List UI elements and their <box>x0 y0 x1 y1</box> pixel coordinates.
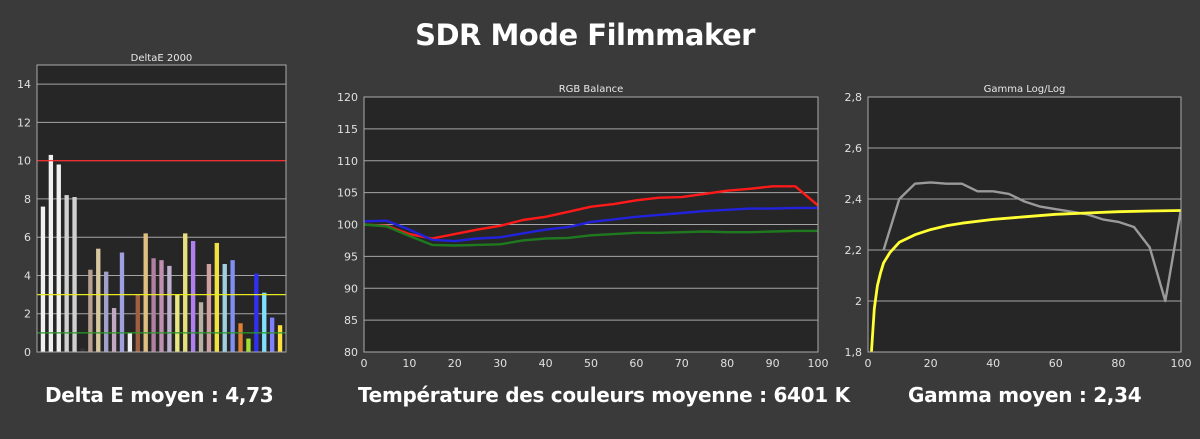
x-tick-label: 0 <box>865 357 872 370</box>
bar <box>96 248 101 352</box>
x-tick-label: 50 <box>584 357 598 370</box>
bar <box>206 263 212 352</box>
x-tick-label: 10 <box>402 357 416 370</box>
series-line-gray <box>882 181 1181 303</box>
bar <box>222 263 227 352</box>
bar <box>246 338 251 352</box>
y-tick-label: 80 <box>344 346 358 359</box>
bar <box>40 206 46 352</box>
y-tick-label: 2 <box>24 308 31 321</box>
color-temperature-caption: Température des couleurs moyenne : 6401 … <box>358 383 850 407</box>
y-tick-label: 12 <box>17 116 31 129</box>
x-tick-label: 20 <box>924 357 938 370</box>
bar <box>198 302 204 352</box>
y-tick-label: 100 <box>337 219 358 232</box>
bar <box>127 332 133 352</box>
rgb-balance-chart: RGB Balance 80 85 90 95 100 105 110 115 120 0 10 20 3… <box>337 84 829 370</box>
x-tick-label: 40 <box>539 357 553 370</box>
bar <box>277 325 283 352</box>
bar <box>111 307 117 352</box>
series-line-green <box>363 223 818 247</box>
bar <box>262 292 267 352</box>
x-tick-label: 100 <box>1171 357 1192 370</box>
y-tick-label: 14 <box>17 78 31 91</box>
page-title: SDR Mode Filmmaker <box>415 18 755 52</box>
plot-area <box>868 97 1181 352</box>
y-tick-label: 105 <box>337 187 358 200</box>
y-tick-label: 1,8 <box>845 346 863 359</box>
y-tick-label: 120 <box>337 91 358 104</box>
y-tick-label: 6 <box>24 231 31 244</box>
y-tick-label: 2,6 <box>845 142 863 155</box>
bar <box>175 294 180 352</box>
y-tick-label: 85 <box>344 314 358 327</box>
y-tick-label: 2,8 <box>845 91 863 104</box>
plot-border <box>867 96 1182 353</box>
chart-title: DeltaE 2000 <box>131 53 193 64</box>
bar <box>214 242 219 352</box>
y-tick-label: 10 <box>17 155 31 168</box>
series-line-blue <box>363 206 818 243</box>
y-tick-label: 90 <box>344 282 358 295</box>
chart-title: Gamma Log/Log <box>984 84 1066 95</box>
bar <box>104 271 109 352</box>
bar <box>230 260 235 352</box>
x-tick-label: 90 <box>766 357 780 370</box>
x-tick-label: 80 <box>720 357 734 370</box>
bar <box>151 258 156 352</box>
deltae-chart: DeltaE 2000 0 2 4 6 8 10 12 14 <box>17 53 287 359</box>
chart-title: RGB Balance <box>559 84 624 95</box>
bar <box>48 154 54 352</box>
bar <box>80 348 85 352</box>
plot-border <box>363 96 819 353</box>
y-tick-label: 115 <box>337 123 358 136</box>
x-tick-label: 100 <box>808 357 829 370</box>
plot-border <box>36 64 287 353</box>
y-tick-label: 110 <box>337 155 358 168</box>
x-tick-label: 0 <box>361 357 368 370</box>
x-tick-label: 30 <box>493 357 507 370</box>
y-tick-label: 95 <box>344 250 358 263</box>
gamma-caption: Gamma moyen : 2,34 <box>908 383 1142 407</box>
bar <box>254 273 259 352</box>
bar <box>183 233 188 352</box>
y-tick-label: 2,2 <box>845 244 863 257</box>
x-tick-label: 60 <box>1049 357 1063 370</box>
bar <box>72 197 77 352</box>
bar <box>64 195 69 352</box>
bar <box>190 241 196 352</box>
y-tick-label: 8 <box>24 193 31 206</box>
bar <box>88 269 93 352</box>
series-line-red <box>363 185 819 240</box>
y-tick-label: 2,4 <box>845 193 863 206</box>
y-tick-label: 4 <box>24 269 31 282</box>
bar <box>238 323 243 352</box>
deltae-caption: Delta E moyen : 4,73 <box>45 383 274 407</box>
gamma-chart: Gamma Log/Log 1,8 2 2,2 2,4 2,6 2,8 0 20 40 60 80 10… <box>845 84 1192 370</box>
bar <box>119 252 125 352</box>
x-tick-label: 60 <box>629 357 643 370</box>
bar <box>135 294 140 352</box>
bar <box>159 260 164 352</box>
y-tick-label: 2 <box>855 295 862 308</box>
bar <box>269 317 275 352</box>
x-tick-label: 70 <box>675 357 689 370</box>
x-tick-label: 80 <box>1111 357 1125 370</box>
x-tick-label: 20 <box>448 357 462 370</box>
y-tick-label: 0 <box>24 346 31 359</box>
bar <box>167 265 172 352</box>
bar <box>143 233 148 352</box>
series-line-yellow <box>870 209 1181 352</box>
x-tick-label: 40 <box>986 357 1000 370</box>
bar <box>56 164 61 352</box>
